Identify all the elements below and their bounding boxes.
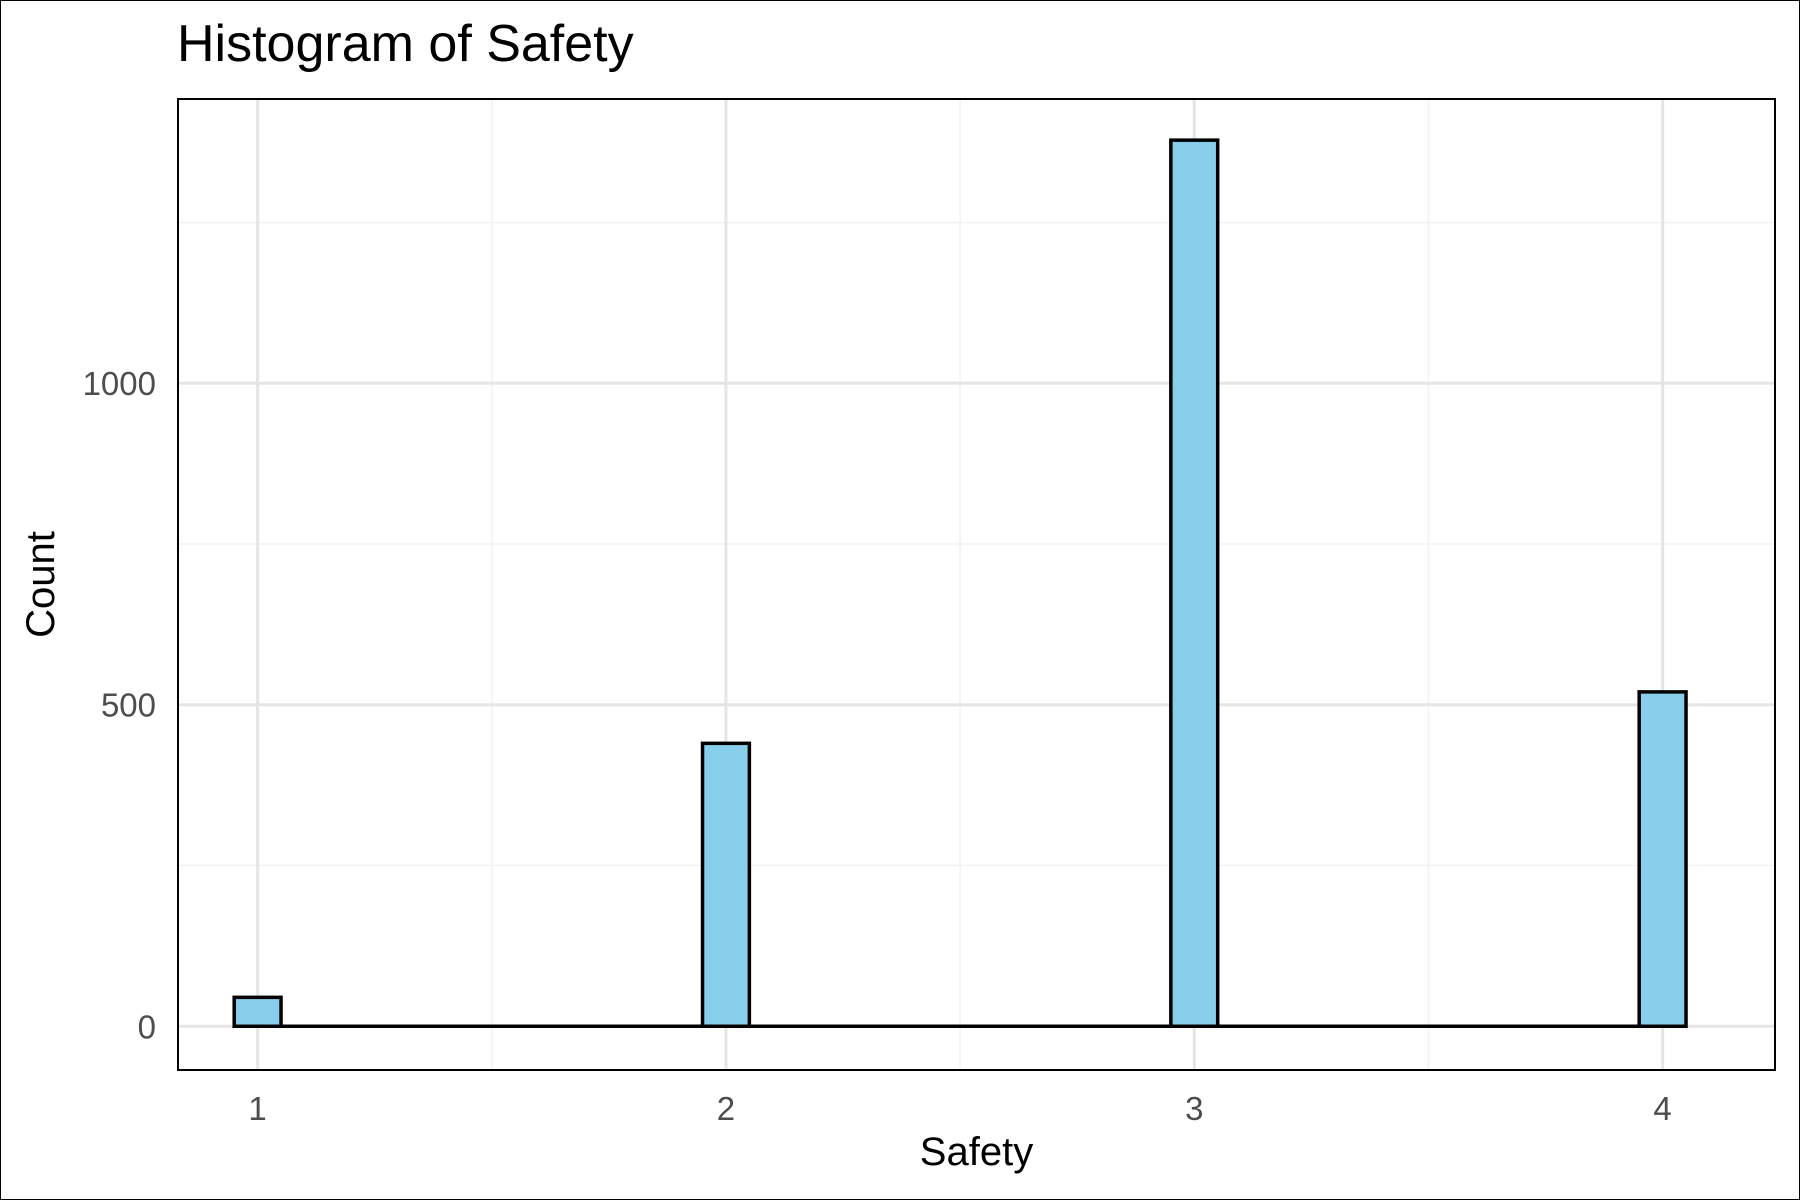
y-tick-label: 1000 — [83, 365, 156, 402]
x-tick-label: 3 — [1185, 1090, 1203, 1127]
histogram-bar — [1169, 138, 1220, 1029]
y-axis-title: Count — [19, 531, 63, 638]
y-tick-label: 500 — [101, 687, 156, 724]
chart-title: Histogram of Safety — [177, 15, 634, 73]
plot-panel — [177, 98, 1776, 1071]
x-axis-title: Safety — [920, 1130, 1033, 1174]
x-axis-ticks: 1 2 3 4 — [248, 1090, 1671, 1127]
grid — [178, 99, 1775, 1070]
x-tick-label: 1 — [248, 1090, 266, 1127]
histogram-bar — [700, 741, 752, 1029]
x-tick-label: 4 — [1653, 1090, 1671, 1127]
histogram-bar — [1637, 690, 1688, 1029]
y-tick-label: 0 — [138, 1008, 156, 1045]
x-tick-label: 2 — [717, 1090, 735, 1127]
histogram-bar — [232, 995, 283, 1029]
y-axis-ticks: 0 500 1000 — [83, 365, 156, 1045]
bars — [232, 138, 1688, 1029]
